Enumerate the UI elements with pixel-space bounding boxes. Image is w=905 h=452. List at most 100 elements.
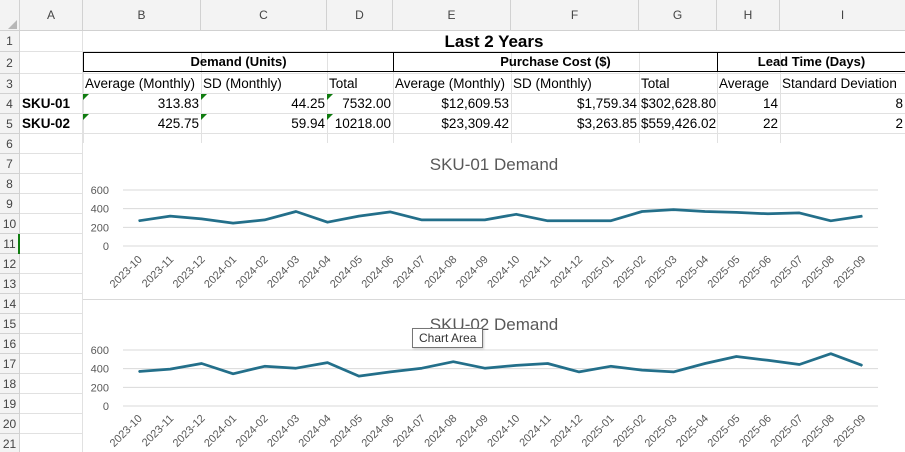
data-point[interactable] (735, 356, 737, 357)
data-point[interactable] (452, 361, 454, 363)
data-point[interactable] (641, 211, 643, 212)
data-point[interactable] (232, 373, 234, 375)
row-header-13[interactable]: 13 (0, 274, 19, 294)
row-header-15[interactable]: 15 (0, 314, 19, 334)
data-point[interactable] (610, 220, 612, 222)
sku-01-purchase-total[interactable]: $302,628.80 (641, 96, 717, 111)
data-point[interactable] (327, 362, 328, 364)
data-point[interactable] (704, 363, 706, 364)
sku-02-demand-chart[interactable]: SKU-02 Demand 0 200 400 600 2023-10 2023-11 20… (83, 303, 905, 452)
data-point[interactable] (673, 209, 674, 211)
row-header-4[interactable]: 4 (0, 94, 19, 114)
row-header-3[interactable]: 3 (0, 74, 19, 94)
worksheet-grid[interactable]: Last 2 Years Demand (Units) Purchase Cos… (20, 31, 905, 452)
row-header-19[interactable]: 19 (0, 394, 19, 414)
row-header-17[interactable]: 17 (0, 354, 19, 374)
data-point[interactable] (358, 375, 360, 377)
column-header-i[interactable]: I (840, 8, 845, 22)
column-header-g[interactable]: G (639, 0, 717, 31)
data-point[interactable] (798, 212, 800, 214)
column-header-d[interactable]: D (327, 0, 393, 31)
row-header-11[interactable]: 11 (0, 234, 19, 254)
sku-01-demand-chart[interactable]: SKU-01 Demand 0 200 400 600 2023-10 2023-11 20… (83, 143, 905, 300)
column-header-b[interactable]: B (83, 0, 201, 31)
demand-series-line[interactable] (138, 352, 863, 378)
data-point[interactable] (169, 368, 171, 370)
data-point[interactable] (547, 363, 549, 364)
data-point[interactable] (704, 211, 706, 212)
data-point[interactable] (358, 215, 360, 217)
data-point[interactable] (264, 365, 266, 367)
data-point[interactable] (830, 353, 832, 355)
data-point[interactable] (201, 363, 203, 364)
sku-02-purchase-sd[interactable]: $3,263.85 (576, 116, 637, 131)
sku-02-demand-average[interactable]: 425.75 (157, 116, 199, 131)
sku-01-demand-average[interactable]: 313.83 (157, 96, 199, 111)
data-point[interactable] (861, 215, 863, 217)
data-point[interactable] (767, 213, 769, 215)
sku-01-demand-total[interactable]: 7532.00 (342, 96, 391, 111)
data-point[interactable] (547, 220, 549, 222)
data-point[interactable] (389, 211, 391, 213)
row-header-8[interactable]: 8 (0, 174, 19, 194)
row-header-1[interactable]: 1 (0, 31, 19, 52)
data-point[interactable] (830, 220, 832, 222)
column-header-f[interactable]: F (511, 0, 639, 31)
sku-02-lead-sd[interactable]: 2 (895, 116, 903, 131)
column-header-c[interactable]: C (201, 0, 327, 31)
data-point[interactable] (421, 367, 423, 369)
sku-01-purchase-average[interactable]: $12,609.53 (441, 96, 509, 111)
sku-01-label[interactable]: SKU-01 (22, 96, 71, 111)
row-header-14[interactable]: 14 (0, 294, 19, 314)
column-header-e[interactable]: E (393, 0, 511, 31)
row-header-12[interactable]: 12 (0, 254, 19, 274)
data-point[interactable] (578, 371, 580, 373)
data-point[interactable] (201, 218, 203, 220)
data-point[interactable] (578, 220, 580, 222)
row-header-18[interactable]: 18 (0, 374, 19, 394)
data-point[interactable] (767, 359, 769, 361)
data-point[interactable] (389, 371, 391, 373)
sku-02-demand-total[interactable]: 10218.00 (334, 116, 391, 131)
data-point[interactable] (232, 222, 234, 224)
column-header-a[interactable]: A (20, 0, 83, 31)
data-point[interactable] (484, 219, 486, 221)
data-point[interactable] (798, 364, 800, 365)
demand-series-line[interactable] (138, 208, 863, 225)
data-point[interactable] (295, 211, 297, 212)
sku-02-lead-average[interactable]: 22 (762, 116, 778, 131)
data-point[interactable] (484, 367, 486, 369)
row-header-7[interactable]: 7 (0, 154, 19, 174)
row-header-10[interactable]: 10 (0, 214, 19, 234)
data-point[interactable] (452, 219, 454, 221)
sku-02-label[interactable]: SKU-02 (22, 116, 71, 131)
sku-01-lead-average[interactable]: 14 (762, 96, 778, 111)
select-all-button[interactable] (0, 0, 20, 31)
data-point[interactable] (138, 371, 140, 372)
row-header-9[interactable]: 9 (0, 194, 19, 214)
row-header-6[interactable]: 6 (0, 134, 19, 154)
data-point[interactable] (169, 215, 171, 217)
row-header-2[interactable]: 2 (0, 52, 19, 74)
data-point[interactable] (735, 211, 737, 213)
data-point[interactable] (861, 364, 863, 366)
data-point[interactable] (515, 213, 517, 215)
data-point[interactable] (673, 371, 674, 373)
sku-02-purchase-average[interactable]: $23,309.42 (441, 116, 509, 131)
sku-01-purchase-sd[interactable]: $1,759.34 (576, 96, 637, 111)
data-point[interactable] (264, 219, 266, 221)
data-point[interactable] (641, 369, 643, 371)
sku-02-demand-sd[interactable]: 59.94 (291, 116, 325, 131)
row-header-5[interactable]: 5 (0, 114, 19, 134)
sku-01-lead-sd[interactable]: 8 (895, 96, 903, 111)
row-header-16[interactable]: 16 (0, 334, 19, 354)
data-point[interactable] (327, 221, 328, 223)
data-point[interactable] (295, 367, 297, 369)
column-header-h[interactable]: H (717, 0, 780, 31)
data-point[interactable] (421, 219, 423, 221)
data-point[interactable] (138, 220, 140, 222)
sku-02-purchase-total[interactable]: $559,426.02 (641, 116, 717, 131)
sku-01-demand-sd[interactable]: 44.25 (291, 96, 325, 111)
data-point[interactable] (515, 364, 517, 366)
row-header-20[interactable]: 20 (0, 414, 19, 434)
